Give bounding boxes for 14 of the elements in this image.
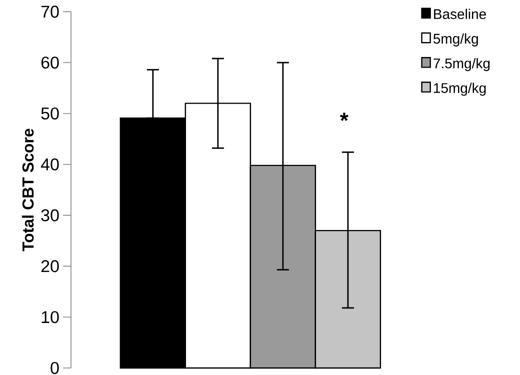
y-tick-label: 70 bbox=[41, 6, 59, 18]
y-axis-title: Total CBT Score bbox=[22, 128, 34, 252]
y-tick-label: 50 bbox=[41, 107, 59, 120]
legend-label: 5mg/kg bbox=[433, 33, 478, 46]
y-tick-label: 20 bbox=[41, 260, 59, 272]
y-tick-label: 30 bbox=[41, 209, 59, 222]
y-tick-label: 40 bbox=[40, 158, 59, 170]
legend-label: 15mg/kg bbox=[434, 82, 486, 96]
y-tick-label: 10 bbox=[42, 311, 59, 324]
legend-label: 7.5mg/kg bbox=[434, 58, 490, 72]
legend-label: Baseline bbox=[434, 8, 486, 20]
annotation: * bbox=[340, 112, 348, 121]
y-tick-label: 60 bbox=[41, 56, 59, 69]
y-tick-label: 0 bbox=[50, 362, 59, 374]
